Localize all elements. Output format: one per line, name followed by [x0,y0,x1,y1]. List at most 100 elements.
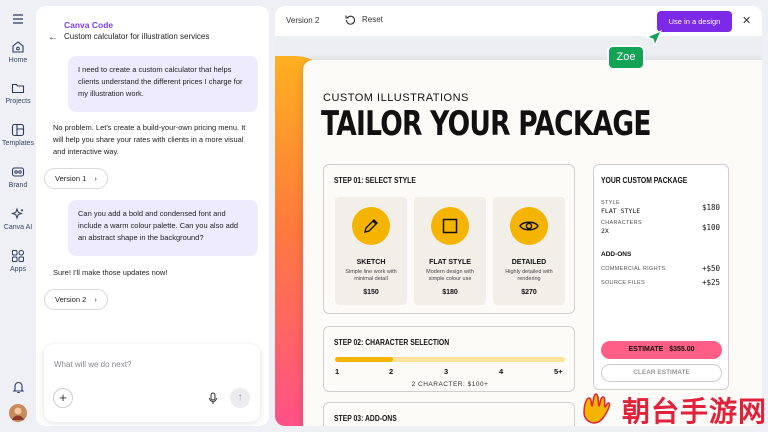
watermark-text: 朝台手游网 [622,396,768,427]
slider-tick: 3 [444,367,449,376]
brand-icon [11,167,25,177]
step-3-section: STEP 03: ADD-ONS [323,402,575,426]
card-title: FLAT STYLE [429,259,471,266]
watermark: 朝台手游网 [576,388,768,432]
eye-icon [519,221,539,231]
card-price: $180 [442,289,458,296]
estimate-button[interactable]: ESTIMATE $355.00 [601,341,722,359]
rail-label-canva-ai: Canva AI [3,224,33,231]
source-label: SOURCE FILES [601,280,645,286]
design-title: TAILOR YOUR PACKAGE [321,104,651,144]
chat-panel: ← Canva Code Custom calculator for illus… [36,6,269,426]
version-1-label: Version 1 [55,174,87,183]
style-label: STYLE [601,200,620,206]
back-arrow-icon[interactable]: ← [48,32,58,43]
card-title: DETAILED [511,259,547,266]
card-price: $270 [521,289,537,296]
style-value: FLAT STYLE [601,207,641,215]
sparkle-icon [11,207,24,220]
chevron-right-icon: › [94,174,97,183]
preview-topbar: Version 2 Reset Use in a design ✕ [275,6,762,36]
design-kicker: CUSTOM ILLUSTRATIONS [323,92,469,104]
rail-item-brand[interactable]: Brand [0,165,36,189]
step-2-section: STEP 02: CHARACTER SELECTION 1 2 3 4 5+ … [323,326,575,392]
rail-label-home: Home [8,57,28,64]
style-amount: $180 [701,203,720,212]
prompt-input[interactable]: What will we do next? + ↑ [44,344,260,422]
add-button[interactable]: + [53,388,73,408]
character-slider[interactable] [335,357,565,362]
rail-item-apps[interactable]: Apps [0,249,36,273]
style-card-sketch[interactable]: SKETCH Simple line work with minimal det… [335,197,407,305]
slider-tick: 1 [335,367,340,376]
bell-icon[interactable] [0,380,36,394]
step-1-heading: STEP 01: SELECT STYLE [334,176,416,185]
reset-icon [345,15,356,25]
character-note: 2 CHARACTER: $100+ [411,381,489,388]
templates-icon [11,123,25,137]
package-summary: YOUR CUSTOM PACKAGE STYLE FLAT STYLE $18… [593,164,729,390]
version-label: Version 2 [286,16,320,25]
characters-label: CHARACTERS [601,220,642,226]
estimate-value: $355.00 [669,346,695,353]
slider-fill [335,357,393,362]
style-card-detailed[interactable]: DETAILED Highly detailed with rendering … [493,197,565,305]
card-desc: Highly detailed with rendering [505,269,553,282]
prompt-placeholder: What will we do next? [54,360,132,369]
commercial-amount: +$50 [701,264,720,273]
chat-title: Canva Code [64,20,114,30]
step-2-heading: STEP 02: CHARACTER SELECTION [334,338,450,347]
reset-button[interactable]: Reset [345,14,383,25]
card-desc: Modern design with simple colour use [426,269,474,282]
chat-subtitle: Custom calculator for illustration servi… [64,32,210,41]
slider-tick: 2 [389,367,394,376]
rail-label-templates: Templates [2,140,34,147]
left-rail: Home Projects Templates Brand Canva AI A… [0,0,36,432]
folder-icon [11,83,25,94]
estimate-label: ESTIMATE [628,346,664,353]
apps-icon [12,250,24,262]
version-2-button[interactable]: Version 2 › [44,289,108,310]
close-icon[interactable]: ✕ [742,15,752,27]
hand-logo-icon [583,393,611,424]
rail-label-apps: Apps [10,266,26,273]
slider-tick: 4 [499,367,504,376]
addons-heading: ADD-ONS [601,251,632,258]
send-button[interactable]: ↑ [230,388,250,408]
step-3-heading: STEP 03: ADD-ONS [334,414,397,423]
rail-item-projects[interactable]: Projects [0,81,36,105]
calculator-design: CUSTOM ILLUSTRATIONS TAILOR YOUR PACKAGE… [303,60,762,426]
user-message: I need to create a custom calculator tha… [68,56,258,112]
version-1-button[interactable]: Version 1 › [44,168,108,189]
use-in-design-button[interactable]: Use in a design [657,11,732,32]
home-icon [12,41,24,53]
version-2-label: Version 2 [55,295,87,304]
assistant-message: No problem. Let's create a build-your-ow… [53,123,246,156]
rail-item-canva-ai[interactable]: Canva AI [0,207,36,231]
commercial-label: COMMERCIAL RIGHTS [601,266,666,272]
slider-tick: 5+ [554,367,563,376]
rail-item-home[interactable]: Home [0,40,36,64]
summary-heading: YOUR CUSTOM PACKAGE [601,176,688,185]
reset-label: Reset [362,15,383,24]
card-desc: Simple line work with minimal detail [345,269,397,282]
rail-label-projects: Projects [5,98,31,105]
menu-icon[interactable] [0,14,36,24]
square-icon [442,218,458,234]
source-amount: +$25 [701,278,720,287]
card-title: SKETCH [356,259,386,266]
card-price: $150 [363,289,379,296]
rail-item-templates[interactable]: Templates [0,123,36,147]
style-card-flat[interactable]: FLAT STYLE Modern design with simple col… [414,197,486,305]
rail-label-brand: Brand [8,182,28,189]
microphone-icon[interactable] [208,392,218,405]
preview-canvas: CUSTOM ILLUSTRATIONS TAILOR YOUR PACKAGE… [275,36,762,426]
cursor-icon [645,30,662,47]
assistant-message: Sure! I'll make those updates now! [53,268,168,277]
avatar[interactable] [0,404,36,422]
clear-estimate-button[interactable]: CLEAR ESTIMATE [601,364,722,382]
chevron-right-icon: › [94,295,97,304]
step-1-section: STEP 01: SELECT STYLE SKETCH Simple line… [323,164,575,314]
characters-value: 2X [601,227,609,235]
pencil-icon [364,219,378,233]
